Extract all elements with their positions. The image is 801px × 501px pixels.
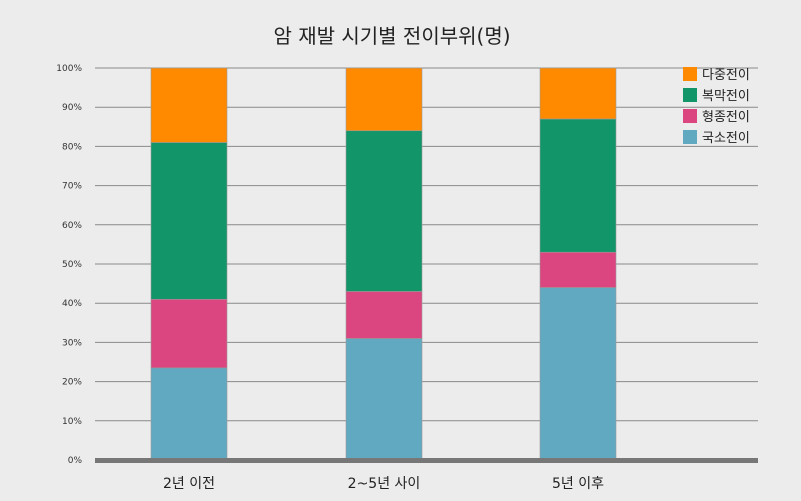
bar-segment xyxy=(150,142,228,300)
bars xyxy=(150,67,617,461)
x-category-label: 2년 이전 xyxy=(163,476,215,492)
legend-label: 형종전이 xyxy=(702,110,750,125)
legend-swatch xyxy=(683,130,697,144)
bar-segment xyxy=(345,338,423,461)
bar-segment xyxy=(345,67,423,132)
legend-label: 다중전이 xyxy=(702,68,750,83)
bar-segment xyxy=(150,298,228,369)
bar-segment xyxy=(345,130,423,292)
y-tick-label: 50% xyxy=(62,260,82,270)
y-tick-label: 100% xyxy=(56,64,82,74)
x-axis-line xyxy=(95,458,758,463)
y-tick-label: 20% xyxy=(62,378,82,388)
legend-label: 복막전이 xyxy=(702,89,750,104)
y-tick-label: 60% xyxy=(62,221,82,231)
y-tick-label: 70% xyxy=(62,182,82,192)
y-axis-ticks: 0% 10% 20% 30% 40% 50% 60% 70% 80% 90% 100% xyxy=(56,64,82,466)
x-axis-categories: 2년 이전 2~5년 사이 5년 이후 xyxy=(163,476,604,492)
y-tick-label: 80% xyxy=(62,142,82,152)
y-tick-label: 90% xyxy=(62,103,82,113)
bar-segment xyxy=(150,367,228,461)
legend-swatch xyxy=(683,67,697,81)
bar-segment xyxy=(539,251,617,288)
bar-segment xyxy=(539,287,617,461)
bar-segment xyxy=(539,67,617,120)
y-tick-label: 30% xyxy=(62,338,82,348)
chart-title: 암 재발 시기별 전이부위(명) xyxy=(273,24,510,48)
bar-segment xyxy=(539,118,617,253)
legend-swatch xyxy=(683,109,697,123)
legend-label: 국소전이 xyxy=(702,131,750,146)
x-category-label: 2~5년 사이 xyxy=(348,476,421,492)
bar-segment xyxy=(345,291,423,339)
y-tick-label: 10% xyxy=(62,417,82,427)
y-tick-label: 0% xyxy=(68,456,83,466)
y-tick-label: 40% xyxy=(62,299,82,309)
x-category-label: 5년 이후 xyxy=(552,476,604,492)
bar-segment xyxy=(150,67,228,143)
legend-swatch xyxy=(683,88,697,102)
